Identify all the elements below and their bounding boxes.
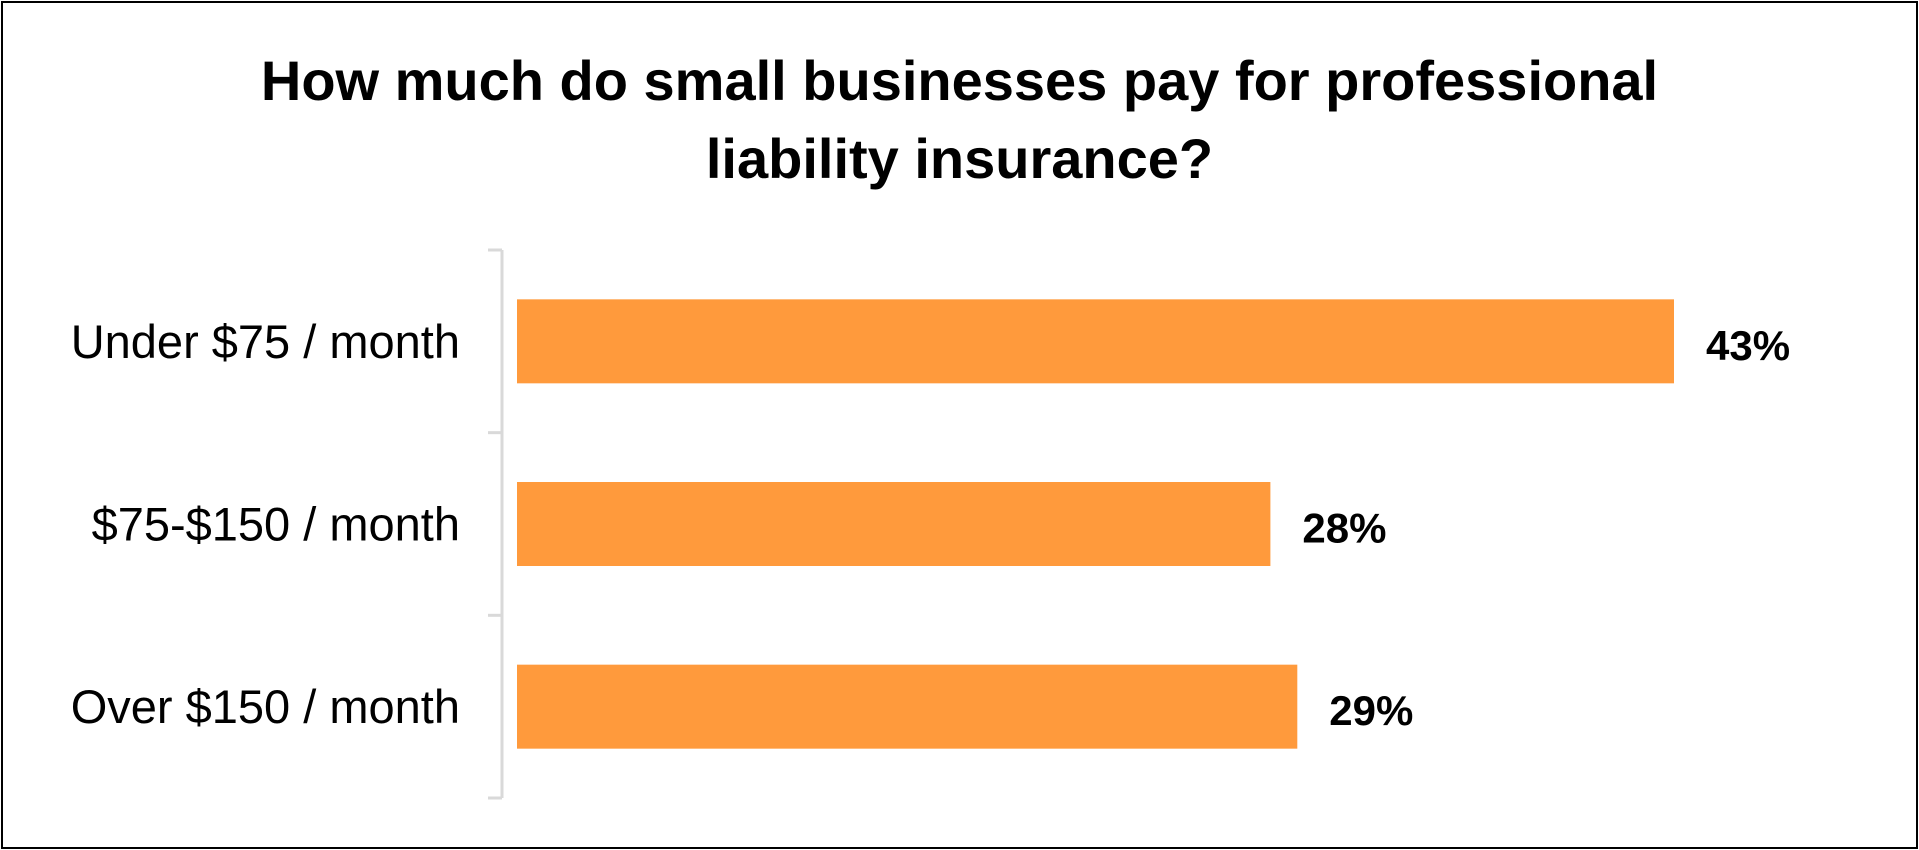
bar: [517, 299, 1674, 384]
bar: [517, 482, 1271, 566]
chart-title-line-2: liability insurance?: [705, 127, 1214, 190]
category-label: Over $150 / month: [71, 680, 460, 733]
value-labels: 43% 28% 29%: [1302, 322, 1790, 734]
value-label: 43%: [1706, 322, 1790, 369]
value-label: 28%: [1302, 505, 1386, 552]
category-labels: Under $75 / month $75-$150 / month Over $1…: [71, 315, 460, 733]
y-axis-ticks: [488, 248, 502, 800]
chart-title: How much do small businesses pay for pro…: [0, 42, 1919, 198]
category-label: Under $75 / month: [71, 315, 460, 368]
chart-title-line-1: How much do small businesses pay for pro…: [260, 49, 1659, 112]
bar: [517, 664, 1298, 749]
value-label: 29%: [1329, 687, 1413, 734]
bars: [517, 299, 1674, 749]
category-label: $75-$150 / month: [92, 498, 460, 551]
